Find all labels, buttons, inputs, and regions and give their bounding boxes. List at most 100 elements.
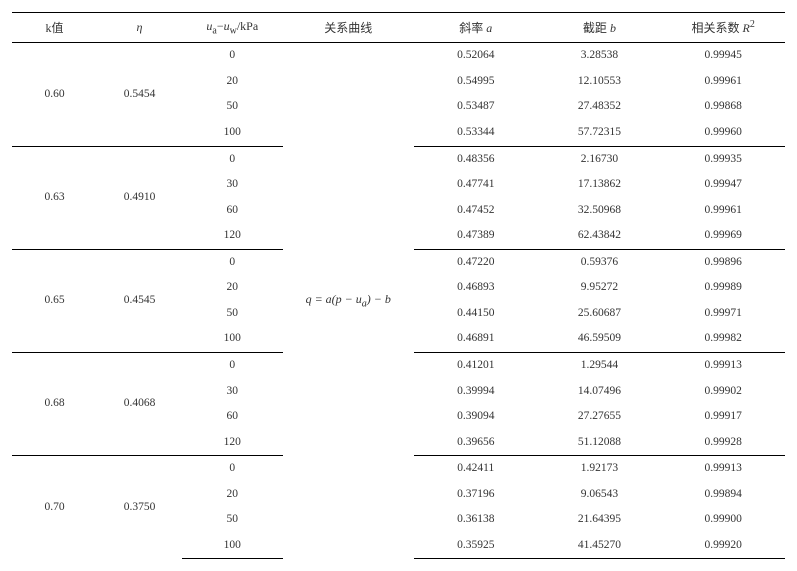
cell-slope: 0.47220 — [414, 249, 538, 275]
cell-ua: 50 — [182, 507, 282, 533]
cell-intercept: 17.13862 — [538, 172, 662, 198]
cell-k: 0.65 — [12, 249, 97, 352]
cell-slope: 0.46891 — [414, 326, 538, 352]
cell-intercept: 9.95272 — [538, 275, 662, 301]
cell-r2: 0.99928 — [661, 430, 785, 456]
cell-ua: 0 — [182, 249, 282, 275]
cell-intercept: 57.72315 — [538, 120, 662, 146]
cell-intercept: 51.12088 — [538, 430, 662, 456]
cell-ua: 50 — [182, 94, 282, 120]
cell-intercept: 0.59376 — [538, 249, 662, 275]
cell-r2: 0.99868 — [661, 94, 785, 120]
cell-r2: 0.99960 — [661, 120, 785, 146]
cell-ua: 60 — [182, 198, 282, 224]
cell-ua: 50 — [182, 301, 282, 327]
cell-intercept: 14.07496 — [538, 379, 662, 405]
cell-eta: 0.5454 — [97, 43, 182, 146]
col-ua: ua−uw/kPa — [182, 13, 282, 43]
cell-ua: 30 — [182, 172, 282, 198]
cell-slope: 0.48356 — [414, 146, 538, 172]
cell-ua: 60 — [182, 404, 282, 430]
cell-r2: 0.99971 — [661, 301, 785, 327]
cell-r2: 0.99920 — [661, 533, 785, 559]
cell-r2: 0.99896 — [661, 249, 785, 275]
table-row: 0.600.54540q = a(p − ua) − b0.520643.285… — [12, 43, 785, 69]
cell-ua: 100 — [182, 533, 282, 559]
col-intercept: 截距 b — [538, 13, 662, 43]
cell-r2: 0.99982 — [661, 326, 785, 352]
cell-slope: 0.39094 — [414, 404, 538, 430]
col-r2: 相关系数 R2 — [661, 13, 785, 43]
cell-k: 0.60 — [12, 43, 97, 146]
cell-slope: 0.36138 — [414, 507, 538, 533]
cell-intercept: 1.29544 — [538, 352, 662, 378]
cell-intercept: 25.60687 — [538, 301, 662, 327]
col-eta: η — [97, 13, 182, 43]
col-slope: 斜率 a — [414, 13, 538, 43]
cell-formula: q = a(p − ua) − b — [283, 43, 414, 559]
cell-ua: 0 — [182, 146, 282, 172]
cell-slope: 0.47389 — [414, 223, 538, 249]
cell-intercept: 32.50968 — [538, 198, 662, 224]
cell-slope: 0.54995 — [414, 69, 538, 95]
cell-slope: 0.39656 — [414, 430, 538, 456]
cell-slope: 0.37196 — [414, 482, 538, 508]
cell-r2: 0.99969 — [661, 223, 785, 249]
cell-ua: 120 — [182, 223, 282, 249]
cell-r2: 0.99935 — [661, 146, 785, 172]
col-k: k值 — [12, 13, 97, 43]
cell-r2: 0.99902 — [661, 379, 785, 405]
header-row: k值 η ua−uw/kPa 关系曲线 斜率 a 截距 b 相关系数 R2 — [12, 13, 785, 43]
cell-ua: 20 — [182, 275, 282, 301]
cell-r2: 0.99945 — [661, 43, 785, 69]
cell-r2: 0.99900 — [661, 507, 785, 533]
cell-ua: 20 — [182, 69, 282, 95]
cell-slope: 0.47741 — [414, 172, 538, 198]
cell-k: 0.68 — [12, 352, 97, 455]
cell-slope: 0.35925 — [414, 533, 538, 559]
cell-ua: 0 — [182, 352, 282, 378]
cell-r2: 0.99947 — [661, 172, 785, 198]
cell-ua: 120 — [182, 430, 282, 456]
cell-slope: 0.42411 — [414, 456, 538, 482]
cell-intercept: 46.59509 — [538, 326, 662, 352]
cell-eta: 0.4910 — [97, 146, 182, 249]
cell-r2: 0.99961 — [661, 69, 785, 95]
cell-intercept: 41.45270 — [538, 533, 662, 559]
cell-r2: 0.99961 — [661, 198, 785, 224]
cell-r2: 0.99913 — [661, 456, 785, 482]
cell-k: 0.63 — [12, 146, 97, 249]
cell-slope: 0.44150 — [414, 301, 538, 327]
cell-eta: 0.4068 — [97, 352, 182, 455]
cell-slope: 0.46893 — [414, 275, 538, 301]
cell-ua: 100 — [182, 326, 282, 352]
cell-r2: 0.99913 — [661, 352, 785, 378]
cell-slope: 0.53344 — [414, 120, 538, 146]
cell-r2: 0.99894 — [661, 482, 785, 508]
cell-intercept: 2.16730 — [538, 146, 662, 172]
cell-ua: 0 — [182, 43, 282, 69]
cell-intercept: 12.10553 — [538, 69, 662, 95]
cell-intercept: 9.06543 — [538, 482, 662, 508]
cell-slope: 0.53487 — [414, 94, 538, 120]
cell-r2: 0.99989 — [661, 275, 785, 301]
cell-slope: 0.52064 — [414, 43, 538, 69]
cell-ua: 100 — [182, 120, 282, 146]
cell-intercept: 27.48352 — [538, 94, 662, 120]
cell-ua: 0 — [182, 456, 282, 482]
cell-r2: 0.99917 — [661, 404, 785, 430]
cell-intercept: 62.43842 — [538, 223, 662, 249]
cell-eta: 0.3750 — [97, 456, 182, 559]
cell-intercept: 27.27655 — [538, 404, 662, 430]
cell-slope: 0.47452 — [414, 198, 538, 224]
data-table: k值 η ua−uw/kPa 关系曲线 斜率 a 截距 b 相关系数 R2 0.… — [12, 12, 785, 559]
cell-intercept: 1.92173 — [538, 456, 662, 482]
col-curve: 关系曲线 — [283, 13, 414, 43]
cell-slope: 0.41201 — [414, 352, 538, 378]
cell-eta: 0.4545 — [97, 249, 182, 352]
cell-ua: 30 — [182, 379, 282, 405]
cell-intercept: 3.28538 — [538, 43, 662, 69]
cell-k: 0.70 — [12, 456, 97, 559]
cell-intercept: 21.64395 — [538, 507, 662, 533]
cell-slope: 0.39994 — [414, 379, 538, 405]
